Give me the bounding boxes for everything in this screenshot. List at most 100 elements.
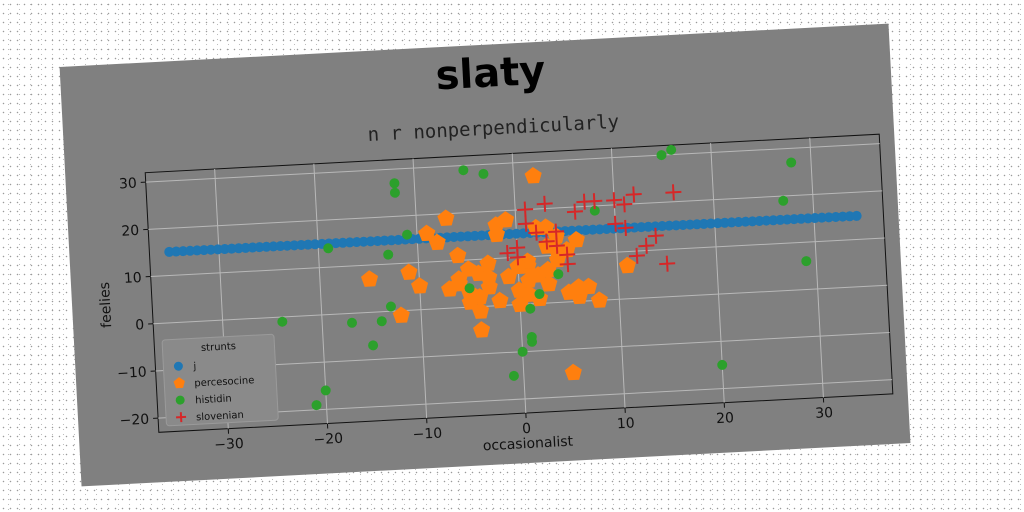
x-tick-label: 20 [716, 410, 735, 427]
data-point [323, 243, 334, 254]
data-point [606, 192, 623, 209]
y-axis-ticks: −20 −10 0 10 20 30 [117, 176, 159, 430]
data-point [464, 283, 475, 294]
chart-card: slaty n r nonperpendicularly −30 −20 −10 0 1… [59, 23, 911, 487]
x-grid-line [809, 137, 824, 398]
x-tick-label: −20 [313, 431, 343, 449]
data-point [347, 317, 358, 328]
data-point [383, 249, 394, 260]
legend: strunts j percesocine histidin slovenian [161, 333, 279, 427]
y-grid-line [148, 190, 883, 230]
data-point [534, 289, 545, 300]
data-point [590, 291, 608, 308]
data-point [617, 219, 634, 237]
x-tick-label: 0 [522, 421, 532, 437]
x-tick-label: −10 [412, 425, 442, 443]
legend-label-percesocine: percesocine [194, 375, 255, 389]
data-point [778, 195, 789, 206]
data-point [411, 277, 429, 294]
data-point [418, 224, 436, 242]
y-grid-line [145, 143, 880, 183]
data-point [389, 178, 400, 189]
data-point [527, 336, 538, 347]
data-point [517, 215, 534, 232]
data-point [659, 255, 676, 272]
x-grid-line [610, 148, 626, 408]
data-point [570, 278, 588, 295]
data-point [472, 321, 491, 338]
y-tick-label: −20 [119, 412, 149, 430]
legend-marker-j [173, 361, 183, 371]
data-point [479, 254, 497, 272]
data-point [586, 193, 603, 210]
data-point [607, 215, 624, 232]
data-point [538, 233, 555, 250]
data-point [389, 187, 400, 198]
y-tick-label: 20 [121, 223, 140, 240]
data-point [277, 316, 288, 327]
data-point [665, 184, 682, 201]
data-point [472, 302, 490, 319]
chart-subtitle: n r nonperpendicularly [367, 111, 619, 146]
y-tick-label: 0 [135, 317, 145, 333]
series-slovenian-points [499, 184, 682, 273]
data-point [461, 293, 479, 310]
data-point [528, 224, 545, 241]
data-point [368, 340, 379, 351]
data-point [647, 227, 664, 244]
scatter-chart: slaty n r nonperpendicularly −30 −20 −10 0 1… [97, 48, 894, 454]
data-point [801, 256, 812, 267]
data-point [478, 168, 489, 179]
data-point [567, 231, 585, 248]
data-point [499, 245, 516, 262]
data-point [618, 256, 636, 274]
series-percesocine-points [360, 166, 636, 381]
legend-label-j: j [192, 361, 196, 372]
data-point [638, 237, 655, 254]
data-point [536, 195, 553, 212]
data-point [564, 363, 582, 381]
x-tick-label: 30 [815, 405, 834, 422]
legend-marker-slovenian [176, 412, 187, 423]
data-point [311, 400, 322, 411]
data-point [497, 211, 515, 228]
data-point [717, 359, 728, 370]
x-tick-label: 10 [617, 415, 636, 432]
data-point [524, 166, 542, 184]
data-point [458, 165, 469, 176]
data-point [449, 246, 467, 264]
data-point [437, 209, 455, 226]
legend-marker-histidin [175, 395, 185, 405]
legend-label-slovenian: slovenian [196, 410, 244, 423]
data-point [400, 263, 418, 280]
data-point [509, 257, 527, 275]
data-point [392, 306, 410, 324]
data-point [508, 370, 519, 381]
x-axis-ticks: −30 −20 −10 0 10 20 30 [214, 397, 834, 453]
y-tick-label: 10 [124, 270, 143, 287]
legend-label-histidin: histidin [195, 393, 232, 406]
data-point [540, 275, 558, 292]
data-point [525, 303, 536, 314]
data-point [548, 237, 565, 254]
x-grid-line [313, 163, 328, 424]
y-axis-label: feelies [97, 282, 115, 329]
data-point [480, 268, 498, 286]
data-point [559, 246, 576, 263]
legend-box [161, 333, 279, 427]
chart-title: slaty [435, 48, 547, 100]
data-point [360, 270, 379, 287]
data-point [517, 346, 528, 357]
data-point [376, 316, 387, 327]
data-point [428, 233, 446, 251]
data-point [450, 274, 468, 292]
data-point [553, 269, 564, 280]
y-tick-label: 30 [119, 176, 138, 193]
data-point [616, 196, 633, 213]
data-point [625, 186, 642, 203]
series-histidin-points [277, 144, 812, 411]
x-tick-label: −30 [214, 436, 244, 454]
data-point [509, 239, 526, 256]
data-point [628, 247, 645, 264]
data-point [566, 203, 583, 220]
